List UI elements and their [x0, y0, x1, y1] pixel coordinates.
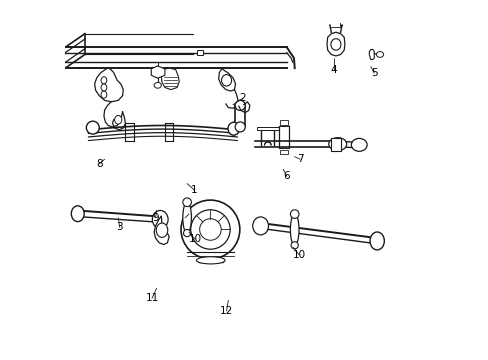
Polygon shape [280, 150, 287, 154]
Ellipse shape [290, 210, 298, 219]
Ellipse shape [252, 217, 268, 235]
Circle shape [190, 210, 230, 249]
Text: 4: 4 [330, 64, 337, 75]
Ellipse shape [183, 198, 191, 207]
Text: 11: 11 [145, 293, 158, 303]
Text: 6: 6 [283, 171, 289, 181]
Polygon shape [94, 68, 123, 102]
Ellipse shape [86, 121, 99, 134]
Text: 10: 10 [188, 234, 201, 244]
Polygon shape [280, 121, 287, 125]
Text: 7: 7 [296, 154, 303, 164]
Ellipse shape [101, 91, 106, 98]
Ellipse shape [101, 77, 106, 84]
Ellipse shape [290, 242, 298, 249]
Ellipse shape [196, 257, 224, 264]
Ellipse shape [351, 138, 366, 151]
Polygon shape [368, 49, 373, 59]
Text: 8: 8 [96, 159, 102, 169]
Ellipse shape [152, 211, 168, 228]
Polygon shape [218, 68, 235, 91]
Ellipse shape [235, 122, 244, 132]
Ellipse shape [115, 116, 122, 124]
Polygon shape [161, 68, 179, 90]
Ellipse shape [156, 223, 167, 237]
Ellipse shape [101, 84, 106, 91]
Ellipse shape [71, 206, 84, 222]
Text: 12: 12 [220, 306, 233, 316]
Text: 5: 5 [370, 68, 377, 78]
Polygon shape [326, 32, 344, 56]
Ellipse shape [235, 100, 244, 111]
Ellipse shape [154, 82, 161, 88]
Polygon shape [154, 216, 169, 244]
Ellipse shape [227, 122, 239, 135]
Text: 1: 1 [191, 185, 197, 195]
Circle shape [199, 219, 221, 240]
Ellipse shape [369, 232, 384, 250]
Ellipse shape [183, 229, 190, 237]
Ellipse shape [221, 75, 231, 86]
Text: 2: 2 [239, 93, 245, 103]
Ellipse shape [183, 202, 191, 233]
Polygon shape [330, 138, 341, 150]
Circle shape [181, 200, 239, 259]
Polygon shape [151, 66, 164, 78]
Text: 3: 3 [116, 222, 123, 232]
Ellipse shape [328, 138, 346, 150]
Ellipse shape [376, 51, 383, 57]
Polygon shape [197, 50, 203, 55]
Ellipse shape [330, 39, 340, 50]
Text: 9: 9 [152, 213, 159, 222]
Ellipse shape [290, 214, 298, 245]
Polygon shape [257, 127, 278, 130]
Text: 10: 10 [292, 249, 305, 260]
